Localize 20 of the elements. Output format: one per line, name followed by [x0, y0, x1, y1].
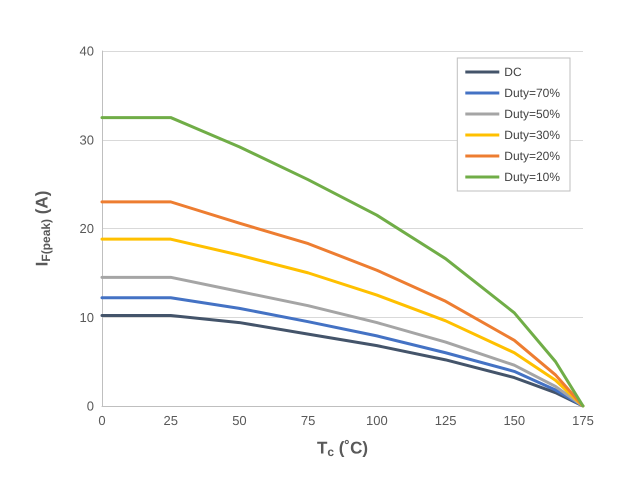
y-tick-label: 10 [80, 310, 94, 325]
legend-label: DC [504, 65, 522, 79]
y-tick-label: 20 [80, 221, 94, 236]
x-tick-label: 175 [572, 413, 594, 428]
x-tick-label: 100 [366, 413, 388, 428]
y-tick-label: 30 [80, 132, 94, 148]
x-tick-label: 25 [163, 413, 178, 428]
legend-label: Duty=30% [504, 128, 560, 142]
legend-label: Duty=50% [504, 107, 560, 121]
x-tick-label: 75 [300, 413, 316, 428]
legend-label: Duty=70% [504, 86, 560, 100]
x-tick-label: 0 [98, 413, 106, 428]
x-tick-label: 50 [232, 413, 247, 428]
y-tick-label: 0 [86, 398, 94, 414]
y-axis-title: IF(peak) (A) [32, 190, 53, 266]
legend-label: Duty=20% [504, 149, 560, 163]
legend-label: Duty=10% [504, 170, 560, 184]
y-tick-label: 40 [80, 44, 94, 58]
x-tick-label: 150 [503, 413, 526, 428]
x-tick-label: 125 [434, 413, 456, 428]
